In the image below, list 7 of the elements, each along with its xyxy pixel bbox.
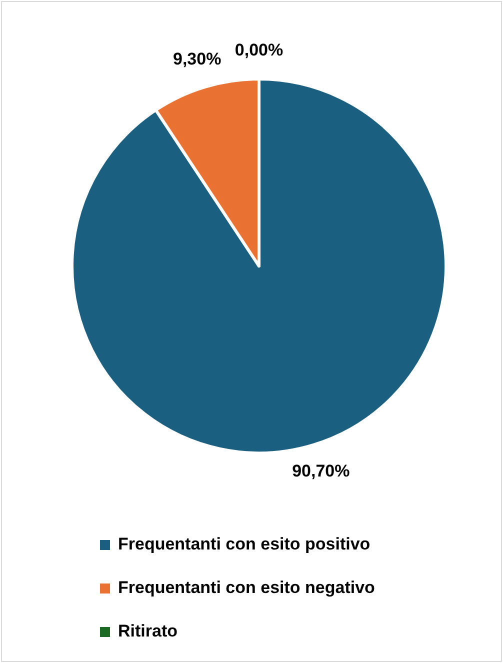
pie-slice [70, 78, 448, 454]
text: 0,00% [234, 40, 284, 60]
data-label: 9,30% [172, 50, 222, 69]
legend-label: Ritirato [118, 621, 178, 640]
data-label: 90,70% [292, 461, 350, 480]
legend-label: Frequentanti con esito positivo [118, 534, 370, 554]
legend-label: Frequentanti con esito negativo [118, 578, 375, 597]
